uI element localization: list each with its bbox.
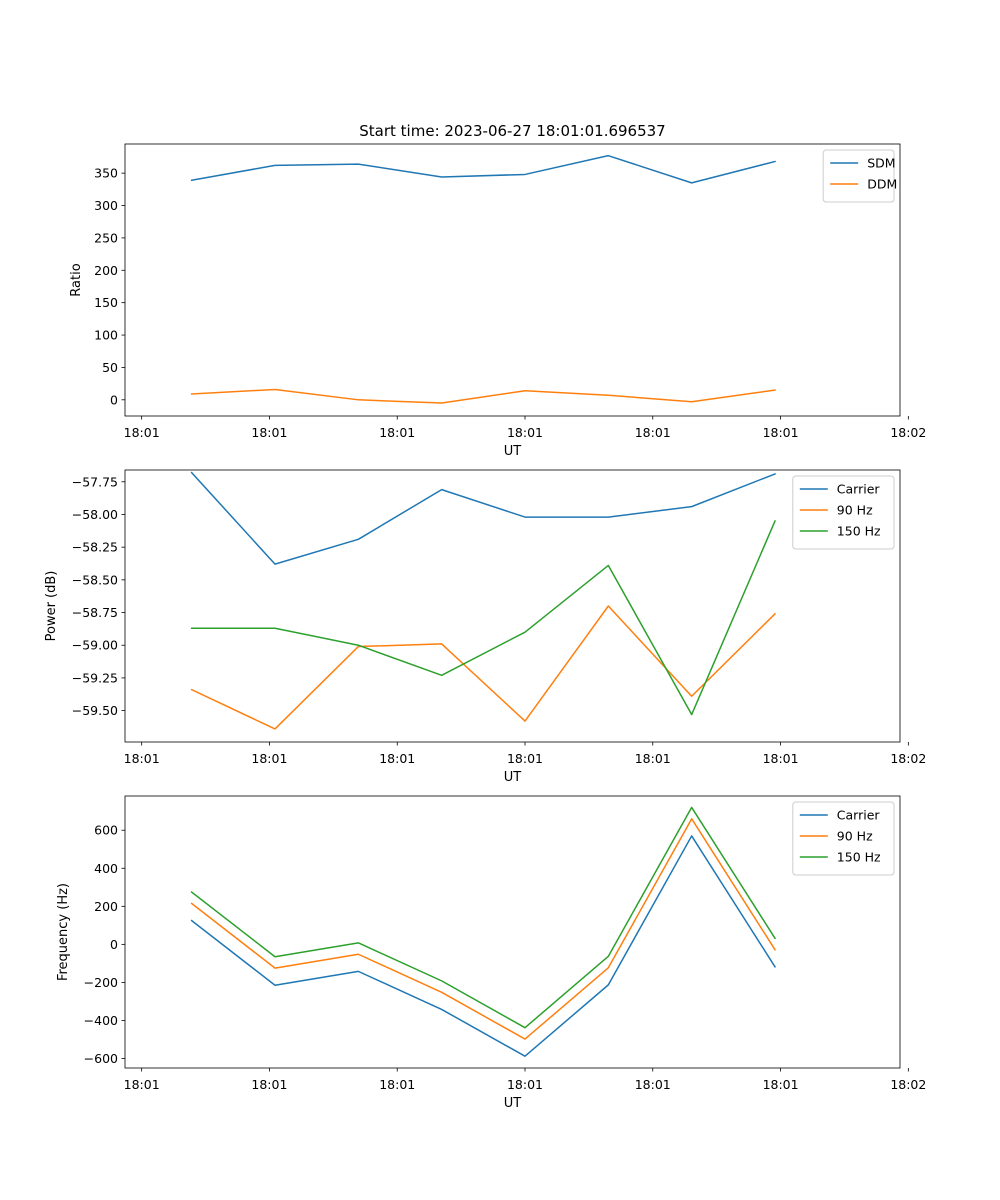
subplot-1: 18:01 18:01 18:01 18:01 18:01 18:01 18:02 0 50 10… <box>69 143 926 459</box>
x-tick-label: 18:01 <box>507 751 543 766</box>
y-tick-label: −58.75 <box>72 605 118 620</box>
x-tick-label: 18:01 <box>635 1077 671 1092</box>
x-tick-label: 18:01 <box>251 751 287 766</box>
x-tick-label: 18:01 <box>635 425 671 440</box>
x-tick-label: 18:01 <box>763 1077 799 1092</box>
x-tick-label: 18:01 <box>251 1077 287 1092</box>
x-tick-label: 18:01 <box>763 425 799 440</box>
x-tick-label: 18:01 <box>379 1077 415 1092</box>
y-tick-label: 0 <box>110 937 118 952</box>
legend-label: 90 Hz <box>837 829 873 844</box>
series-line-sdm <box>190 154 776 184</box>
x-tick-label: 18:02 <box>890 1077 926 1092</box>
x-axis-label: UT <box>504 444 522 459</box>
y-tick-label: −59.25 <box>72 670 118 685</box>
series-line-90-hz <box>190 605 777 730</box>
y-tick-label: −59.00 <box>72 638 118 653</box>
y-tick-label: 250 <box>94 230 118 245</box>
legend: SDM DDM <box>822 149 897 203</box>
legend: Carrier 90 Hz 150 Hz <box>792 801 895 876</box>
subplot-2: 18:01 18:01 18:01 18:01 18:01 18:01 18:02 −59.5… <box>44 469 926 785</box>
legend-label: Carrier <box>837 482 881 497</box>
y-axis-label: Power (dB) <box>44 571 59 642</box>
x-axis-label: UT <box>504 1096 522 1111</box>
y-tick-label: 100 <box>94 328 118 343</box>
y-tick-label: 50 <box>102 360 118 375</box>
y-tick-label: −58.50 <box>72 572 118 587</box>
x-axis-label: UT <box>504 770 522 785</box>
x-tick-label: 18:01 <box>379 425 415 440</box>
y-tick-label: 400 <box>94 861 118 876</box>
y-tick-label: −600 <box>84 1051 118 1066</box>
x-tick-label: 18:02 <box>890 425 926 440</box>
x-tick-label: 18:01 <box>124 425 160 440</box>
legend: Carrier 90 Hz 150 Hz <box>792 475 895 550</box>
x-tick-label: 18:01 <box>124 751 160 766</box>
legend-label: SDM <box>867 156 895 171</box>
legend-label: 150 Hz <box>837 524 881 539</box>
y-axis-label: Frequency (Hz) <box>56 883 71 981</box>
axes-frame <box>124 469 901 743</box>
y-axis-label: Ratio <box>69 263 84 296</box>
series-line-150-hz <box>190 520 776 716</box>
x-tick-label: 18:01 <box>507 425 543 440</box>
series-line-carrier <box>190 471 776 565</box>
x-tick-label: 18:01 <box>251 425 287 440</box>
axes-frame <box>124 795 901 1069</box>
legend-label: 150 Hz <box>837 850 881 865</box>
x-tick-label: 18:01 <box>507 1077 543 1092</box>
legend-label: 90 Hz <box>837 503 873 518</box>
y-tick-label: −200 <box>84 975 118 990</box>
y-tick-label: −59.50 <box>72 703 118 718</box>
y-tick-label: −400 <box>84 1013 118 1028</box>
series-line-ddm <box>190 388 776 404</box>
figure-title: Start time: 2023-06-27 18:01:01.696537 <box>359 122 665 140</box>
y-tick-label: 0 <box>110 392 118 407</box>
x-tick-label: 18:01 <box>379 751 415 766</box>
y-tick-label: −57.75 <box>72 474 118 489</box>
y-tick-label: 200 <box>94 263 118 278</box>
series-line-150-hz <box>190 806 777 1029</box>
subplot-3: 18:01 18:01 18:01 18:01 18:01 18:01 18:02 −600 −… <box>56 795 926 1111</box>
y-tick-label: −58.25 <box>72 540 118 555</box>
series-line-carrier <box>190 835 777 1057</box>
y-tick-label: −58.00 <box>72 507 118 522</box>
legend-label: Carrier <box>837 808 881 823</box>
y-tick-label: 350 <box>94 166 118 181</box>
y-tick-label: 200 <box>94 899 118 914</box>
y-tick-label: 300 <box>94 198 118 213</box>
x-tick-label: 18:02 <box>890 751 926 766</box>
y-tick-label: 600 <box>94 823 118 838</box>
axes-frame <box>124 143 901 417</box>
legend-label: DDM <box>867 177 897 192</box>
x-tick-label: 18:01 <box>763 751 799 766</box>
series-line-90-hz <box>190 818 777 1040</box>
x-tick-label: 18:01 <box>124 1077 160 1092</box>
y-tick-label: 150 <box>94 295 118 310</box>
x-tick-label: 18:01 <box>635 751 671 766</box>
